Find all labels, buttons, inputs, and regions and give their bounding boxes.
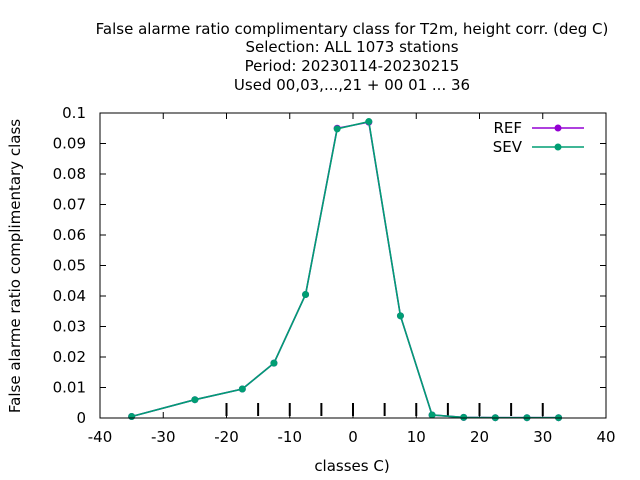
legend-label: SEV — [493, 138, 523, 156]
legend-marker — [554, 124, 562, 132]
y-tick-label: 0.1 — [62, 104, 86, 122]
y-tick-label: 0.09 — [53, 135, 86, 153]
data-point — [238, 385, 246, 393]
axis-ticks: -40 -30 -20 -10 0 10 20 30 40 0 0.01 0.02 0.03 0.04 0.… — [53, 104, 616, 446]
title-line-4: Used 00,03,...,21 + 00 01 ... 36 — [234, 76, 470, 94]
data-point — [428, 411, 436, 419]
data-point — [270, 359, 278, 367]
y-tick-label: 0.01 — [53, 379, 86, 397]
y-tick-label: 0.05 — [53, 257, 86, 275]
x-tick-label: -10 — [278, 428, 303, 446]
legend-label: REF — [493, 119, 522, 137]
y-tick-label: 0.04 — [53, 287, 86, 305]
y-tick-label: 0.02 — [53, 348, 86, 366]
y-axis-label: False alarme ratio complimentary class — [6, 119, 24, 413]
series-group — [128, 118, 563, 422]
class-boundary-marks — [225, 403, 544, 416]
plot-frame — [99, 112, 607, 419]
series-line — [131, 120, 559, 419]
x-tick-label: -20 — [214, 428, 239, 446]
data-point — [333, 125, 341, 133]
data-point — [128, 412, 136, 420]
legend-marker — [554, 143, 562, 151]
x-tick-label: 30 — [533, 428, 552, 446]
y-tick-label: 0.07 — [53, 196, 86, 214]
series-ref — [128, 118, 563, 422]
y-tick-label: 0.08 — [53, 165, 86, 183]
x-tick-label: 20 — [470, 428, 489, 446]
x-tick-label: 10 — [407, 428, 426, 446]
data-point — [302, 290, 310, 298]
x-tick-label: 0 — [348, 428, 358, 446]
chart-title: False alarme ratio complimentary class f… — [96, 20, 609, 94]
data-point — [191, 396, 199, 404]
title-line-1: False alarme ratio complimentary class f… — [96, 20, 609, 38]
series-sev — [128, 118, 563, 422]
x-tick-label: -40 — [88, 428, 113, 446]
data-point — [396, 312, 404, 320]
title-line-2: Selection: ALL 1073 stations — [245, 38, 458, 56]
x-tick-label: 40 — [596, 428, 615, 446]
y-tick-label: 0 — [76, 409, 86, 427]
title-line-3: Period: 20230114-20230215 — [245, 57, 460, 75]
data-point — [460, 413, 468, 421]
y-tick-label: 0.03 — [53, 318, 86, 336]
data-point — [365, 118, 373, 126]
x-tick-label: -30 — [151, 428, 176, 446]
y-tick-label: 0.06 — [53, 226, 86, 244]
series-line — [131, 121, 559, 419]
x-axis-label: classes C) — [314, 457, 389, 475]
